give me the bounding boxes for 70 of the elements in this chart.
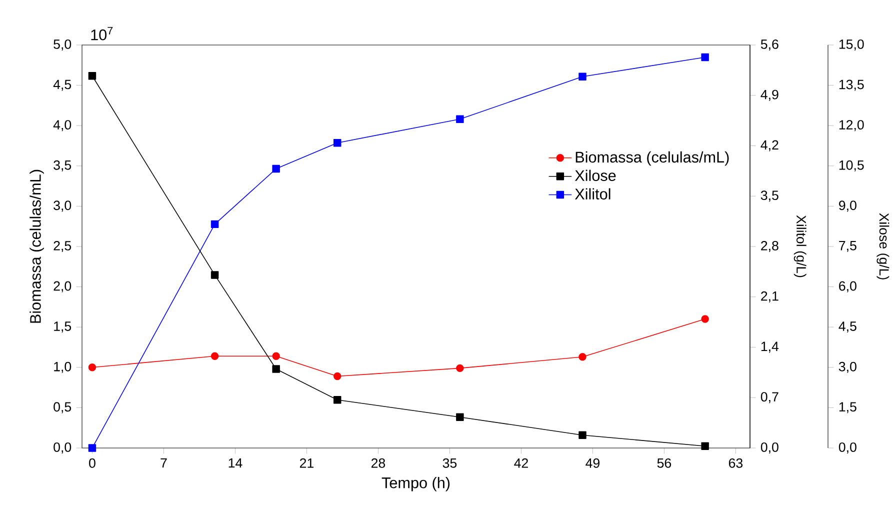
- y3-tick-label: 9,0: [839, 200, 856, 212]
- point: [578, 431, 586, 439]
- y-tick-label: 3,5: [54, 160, 72, 172]
- y-tick-label: 1,0: [54, 362, 72, 373]
- legend-label: Biomassa (celulas/mL): [576, 151, 729, 166]
- point: [272, 164, 280, 173]
- x-tick-label: 14: [228, 458, 242, 468]
- y2-axis-title: Xilitol (g/L): [794, 215, 806, 278]
- y2-tick-label: 0,7: [760, 392, 778, 404]
- point: [701, 53, 709, 62]
- y2-tick-label: 1,4: [761, 342, 779, 353]
- y3-tick-label: 1,5: [839, 402, 856, 414]
- x-tick-label: 0: [89, 458, 96, 468]
- y2-tick-label: 4,9: [760, 90, 778, 101]
- point: [272, 365, 280, 373]
- point: [333, 396, 342, 404]
- y2-tick-label: 5,6: [760, 39, 778, 51]
- y2-tick-label: 3,5: [760, 190, 778, 202]
- y-tick-label: 4,5: [53, 80, 72, 91]
- x-tick-label: 7: [160, 458, 167, 468]
- y2-tick-label: 2,1: [761, 291, 778, 302]
- point: [272, 352, 280, 360]
- point: [333, 139, 342, 147]
- point: [88, 444, 96, 452]
- y-tick-label: 5,0: [54, 39, 72, 51]
- point: [456, 413, 464, 421]
- text: 10$^{7}$: [91, 26, 113, 40]
- y-axis-title: Biomassa (celulas/mL): [30, 170, 44, 323]
- point: [456, 364, 464, 372]
- y3-tick-label: 7,5: [839, 241, 856, 252]
- y-tick-label: 0,0: [54, 442, 72, 454]
- y3-tick-label: 10,5: [839, 160, 864, 172]
- point: [701, 442, 709, 450]
- point: [210, 271, 219, 279]
- y-tick-label: 4,0: [53, 120, 72, 132]
- point: [210, 220, 219, 228]
- y3-tick-label: 4,5: [838, 322, 856, 333]
- point: [88, 72, 96, 80]
- x-tick-label: 56: [657, 458, 672, 468]
- y3-tick-label: 15,0: [839, 39, 864, 51]
- x-tick-label: 42: [514, 458, 528, 468]
- point: [88, 364, 96, 372]
- point: [578, 353, 586, 361]
- x-tick-label: 49: [586, 458, 600, 468]
- y2-tick-label: 0,0: [760, 442, 778, 454]
- y-tick-label: 0,5: [54, 402, 72, 414]
- y2-tick-label: 2,8: [761, 240, 778, 252]
- point: [578, 72, 586, 81]
- point: [210, 352, 219, 360]
- x-tick-label: 21: [300, 458, 314, 468]
- y3-tick-label: 13,5: [839, 80, 864, 91]
- point: [701, 315, 709, 323]
- y-tick-label: 2,5: [54, 240, 72, 252]
- x-tick-label: 28: [371, 458, 386, 468]
- y3-tick-label: 0,0: [838, 442, 856, 454]
- point: [333, 372, 342, 380]
- point: [456, 115, 464, 123]
- y-tick-label: 1,5: [54, 322, 72, 333]
- y3-tick-label: 12,0: [839, 120, 864, 132]
- legend-label: Xilitol: [574, 188, 610, 200]
- legend-label: Xilose: [574, 170, 616, 182]
- y2-tick-label: 4,2: [760, 140, 778, 152]
- y3-axis-title: Xilose (g/L): [876, 213, 890, 280]
- x-axis-title: Tempo (h): [382, 476, 450, 492]
- x-tick-label: 63: [728, 458, 743, 468]
- y3-tick-label: 3,0: [838, 362, 856, 373]
- y-tick-label: 2,0: [54, 281, 72, 292]
- y3-tick-label: 6,0: [839, 281, 856, 292]
- y-tick-label: 3,0: [54, 200, 72, 212]
- x-tick-label: 35: [442, 458, 457, 468]
